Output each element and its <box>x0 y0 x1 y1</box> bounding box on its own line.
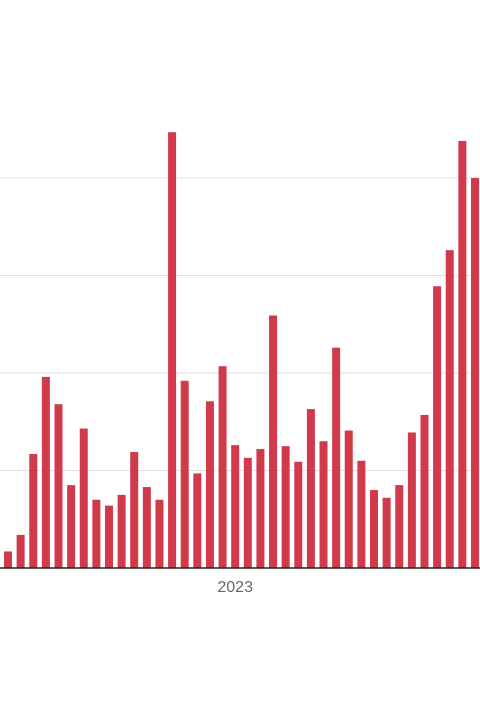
bar <box>79 428 88 568</box>
x-tick-label: 2023 <box>217 579 253 596</box>
bar <box>458 140 467 568</box>
bar <box>117 494 126 568</box>
bar <box>180 380 189 568</box>
bar <box>332 347 341 568</box>
bar <box>294 461 303 568</box>
bar <box>205 401 214 568</box>
bar <box>433 286 442 568</box>
bar <box>470 178 479 568</box>
bar <box>218 366 227 568</box>
bar <box>407 432 416 568</box>
bar <box>16 534 25 568</box>
bar <box>243 457 252 568</box>
bar <box>231 445 240 568</box>
bar <box>344 430 353 568</box>
bar <box>382 497 391 568</box>
bar <box>420 414 429 568</box>
bar <box>168 132 177 569</box>
bar <box>92 499 101 568</box>
bar <box>41 376 50 568</box>
bar <box>319 441 328 568</box>
bar <box>269 315 278 568</box>
bar <box>104 505 113 568</box>
bar <box>155 499 164 568</box>
bar <box>130 451 139 568</box>
bar <box>67 485 76 568</box>
bar <box>370 490 378 568</box>
bar <box>306 409 315 568</box>
bar <box>193 473 202 568</box>
bar <box>29 453 38 568</box>
bar <box>4 551 13 568</box>
bar <box>256 449 265 568</box>
bar <box>54 404 63 568</box>
bar <box>281 446 290 568</box>
bar <box>357 460 366 568</box>
bar <box>395 485 404 568</box>
bar <box>142 487 151 568</box>
bar <box>445 250 454 568</box>
